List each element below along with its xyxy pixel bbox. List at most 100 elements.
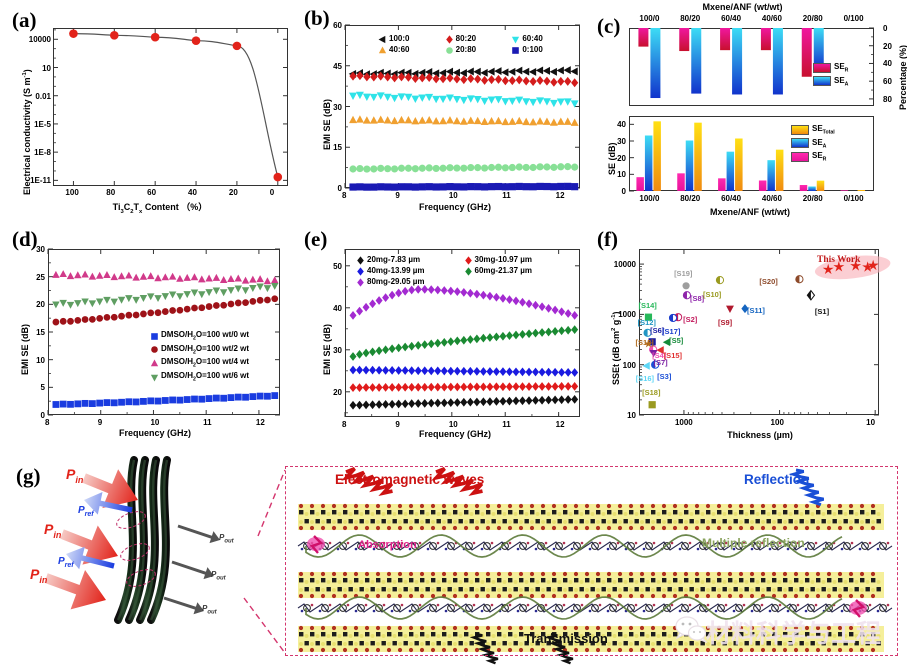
- y-tick: 10: [617, 170, 626, 180]
- x-tick: 40: [188, 188, 197, 197]
- category-label: 100/0: [639, 194, 660, 203]
- panel-g-label-p-ref-1: Pref: [78, 505, 94, 518]
- this-work-highlight: [814, 255, 891, 280]
- legend-item: 40mg-13.99 µm: [356, 266, 464, 276]
- legend-item: DMSO/H2O=100 wt/2 wt: [150, 344, 249, 355]
- panel-b-label: (b): [304, 6, 330, 30]
- y-tick: 30: [617, 137, 626, 146]
- reference-label: [S15]: [663, 351, 683, 361]
- reference-label: [S7]: [653, 358, 668, 368]
- legend-swatch: [791, 124, 809, 135]
- panel-f-this-work-annotation: This Work: [817, 255, 861, 265]
- category-label: 80/20: [680, 194, 701, 203]
- reference-label: [S3]: [657, 371, 672, 381]
- y-tick: 20: [333, 387, 342, 397]
- legend-label: 100:0: [389, 34, 410, 43]
- legend-label: 60mg-21.37 µm: [474, 266, 533, 275]
- y-tick: 100: [622, 360, 636, 370]
- panel-e-legend: 20mg-7.83 µm 30mg-10.97 µm 40mg-13.99 µm 60…: [356, 255, 571, 288]
- panel-g-label-p-in-3: Pin: [30, 566, 48, 585]
- reference-label: [S16]: [635, 373, 655, 383]
- panel-c-top-frame: [629, 28, 874, 106]
- legend-item: DMSO/H2O=100 wt/0 wt: [150, 330, 249, 342]
- panel-b-legend: 100:0 80:20 60:40 40:60 20:80 0:100: [378, 34, 578, 56]
- panel-g-label-transmission: Transmission: [524, 631, 608, 646]
- panel-f: (f) SSEt (dB cm2 g-1) Thickness (µm) 100…: [595, 225, 907, 448]
- panel-g-label: (g): [16, 464, 41, 488]
- panel-b: (b) EMI SE (dB) Frequency (GHz) 8 9 10 11 12…: [300, 0, 595, 225]
- panel-d-legend: DMSO/H2O=100 wt/0 wt DMSO/H2O=100 wt/2 wt…: [150, 330, 249, 384]
- y-tick: 10000: [613, 260, 636, 270]
- panel-c-label: (c): [597, 14, 621, 38]
- reference-label: [S17]: [662, 326, 681, 336]
- panel-a-x-axis-title: Ti3C2Tx Content （%）: [112, 202, 208, 215]
- y-tick: 30: [36, 245, 45, 254]
- panel-b-x-axis-title: Frequency (GHz): [418, 202, 491, 212]
- y-tick: 40: [333, 303, 342, 313]
- panel-g-label-absorption: Absorption: [358, 539, 417, 551]
- legend-swatch: [791, 151, 809, 162]
- legend-label: SETotal: [812, 124, 835, 136]
- reference-label: [S12]: [637, 317, 656, 327]
- reference-label: [S2]: [683, 315, 698, 325]
- legend-label: SEA: [834, 75, 849, 88]
- reference-label: [S10]: [702, 290, 722, 300]
- legend-item: 60:40: [511, 34, 578, 43]
- reference-label: [S6]: [650, 325, 665, 335]
- x-tick: 80: [106, 188, 116, 197]
- legend-label: 0:100: [522, 45, 543, 54]
- panel-d-x-axis-title: Frequency (GHz): [118, 428, 191, 438]
- legend-label: 20:80: [455, 45, 477, 54]
- category-label: 20/80: [802, 194, 823, 203]
- reference-label: [S1]: [814, 307, 830, 317]
- panel-g-label-p-in-2: Pin: [44, 521, 62, 540]
- panel-g-schematic: [44, 456, 893, 665]
- legend-item: 20:80: [445, 45, 512, 54]
- y-tick: 0: [337, 184, 342, 193]
- reference-label: [S18]: [642, 387, 661, 397]
- panel-g-label-em-waves: Electromagnetic waves: [335, 472, 485, 487]
- x-tick: 11: [203, 418, 212, 427]
- panel-c-top-plot: [638, 27, 874, 100]
- panel-g-label-multiple-reflection: Multiple reflection: [702, 536, 805, 550]
- legend-item: 100:0: [378, 34, 445, 43]
- y-tick: 50: [333, 261, 342, 271]
- x-tick: 10: [866, 418, 876, 427]
- panel-e-label: (e): [304, 227, 328, 251]
- legend-swatch: [791, 138, 809, 149]
- panel-g-label-p-out-2: Pout: [211, 570, 226, 582]
- legend-item: 20mg-7.83 µm: [356, 255, 464, 265]
- reference-label: [S14]: [638, 301, 657, 311]
- x-tick: 8: [45, 418, 50, 427]
- legend-label: 60:40: [522, 34, 543, 43]
- y-tick: 10: [42, 63, 51, 73]
- legend-item: DMSO/H2O=100 wt/4 wt: [150, 357, 249, 369]
- panel-a-label: (a): [12, 8, 37, 32]
- category-label: 60/40: [721, 14, 742, 23]
- x-tick: 20: [228, 188, 238, 197]
- legend-label: DMSO/H2O=100 wt/4 wt: [161, 357, 250, 369]
- panel-c-bottom-frame: [629, 116, 874, 191]
- x-tick: 9: [395, 420, 400, 429]
- panel-g: (g) Pin Pin Pin Pref Pref Pout Pout Pout…: [6, 448, 901, 668]
- category-label: 100/0: [639, 14, 660, 23]
- panel-d-label: (d): [12, 227, 38, 251]
- x-tick: 100: [65, 188, 79, 197]
- panel-f-y-axis-title: SSEt (dB cm2 g-1): [611, 311, 621, 385]
- x-tick: 100: [770, 418, 784, 427]
- y-tick: 25: [36, 272, 45, 282]
- y-tick: 60: [883, 77, 892, 87]
- panel-g-label-p-out-3: Pout: [202, 604, 217, 616]
- legend-item: SEA: [813, 75, 849, 88]
- panel-c: (c) Mxene/ANF (wt/wt) 100/0 80/20 60/40 40/…: [595, 0, 907, 225]
- x-tick: 11: [502, 191, 511, 200]
- y-tick: 10: [36, 355, 45, 365]
- reference-label: [S9]: [717, 317, 733, 327]
- y-tick: 40: [883, 59, 892, 69]
- legend-label: 80mg-29.05 µm: [367, 277, 425, 286]
- legend-item: SER: [813, 62, 848, 74]
- panel-c-bottom-legend: SETotal SEA SER: [791, 124, 835, 165]
- x-tick: 12: [255, 418, 265, 427]
- y-tick: 1E-8: [34, 148, 51, 158]
- category-label: 40/60: [761, 14, 782, 23]
